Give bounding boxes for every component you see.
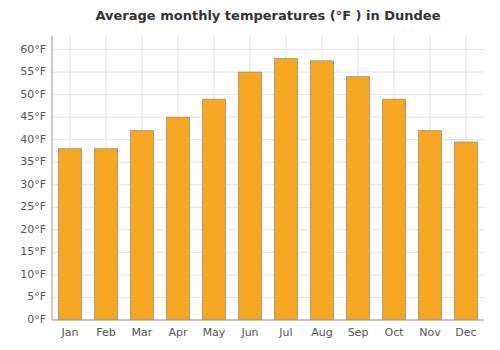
- x-tick-label: Jun: [240, 326, 258, 339]
- x-tick-label: Apr: [168, 326, 188, 339]
- chart: 0°F 5°F 10°F 15°F 20°F 25°F 30°F 35°F 40°F 45°F 50…: [0, 0, 500, 350]
- title: Average monthly temperatures (°F ) in Du…: [95, 8, 440, 23]
- bar: [238, 72, 261, 320]
- y-tick-label: 25°F: [20, 200, 46, 213]
- y-tick-label: 60°F: [20, 43, 46, 56]
- y-tick-label: 55°F: [20, 65, 46, 78]
- x-tick-label: Oct: [384, 326, 404, 339]
- bar: [130, 131, 153, 320]
- bar: [166, 117, 189, 320]
- bar: [346, 77, 369, 320]
- bar: [202, 99, 225, 320]
- y-tick-label: 10°F: [20, 268, 46, 281]
- x-tick-label: Mar: [132, 326, 153, 339]
- x-tick-label: Jan: [61, 326, 79, 339]
- x-tick-label: Nov: [419, 326, 441, 339]
- bar: [58, 149, 81, 320]
- y-grid-line: [52, 49, 484, 50]
- y-tick-label: 15°F: [20, 245, 46, 258]
- y-tick-label: 30°F: [20, 178, 46, 191]
- grid: [52, 36, 484, 320]
- x-tick-label: Sep: [348, 326, 369, 339]
- y-tick-label: 0°F: [27, 313, 46, 326]
- bar: [418, 131, 441, 320]
- x-tick-label: Aug: [311, 326, 332, 339]
- x-tick-label: Feb: [96, 326, 115, 339]
- bar: [310, 61, 333, 320]
- y-tick-label: 5°F: [27, 290, 46, 303]
- bar: [94, 149, 117, 320]
- bar: [454, 142, 477, 320]
- x-tick-label: May: [203, 326, 226, 339]
- y-axis-line: [52, 36, 53, 320]
- chart-container: 0°F 5°F 10°F 15°F 20°F 25°F 30°F 35°F 40°F 45°F 50…: [0, 0, 500, 350]
- y-grid-line: [52, 72, 484, 73]
- y-tick-label: 20°F: [20, 223, 46, 236]
- bar: [382, 99, 405, 320]
- y-grid-line: [52, 94, 484, 95]
- x-tick-label: Dec: [455, 326, 476, 339]
- bars: [58, 59, 477, 320]
- bar: [274, 59, 297, 320]
- x-tick-label: Jul: [278, 326, 292, 339]
- y-tick-label: 45°F: [20, 110, 46, 123]
- y-grid-line: [52, 320, 484, 321]
- y-tick-label: 50°F: [20, 88, 46, 101]
- x-axis-line: [52, 320, 484, 321]
- y-tick-label: 40°F: [20, 133, 46, 146]
- y-grid-line: [52, 117, 484, 118]
- y-tick-label: 35°F: [20, 155, 46, 168]
